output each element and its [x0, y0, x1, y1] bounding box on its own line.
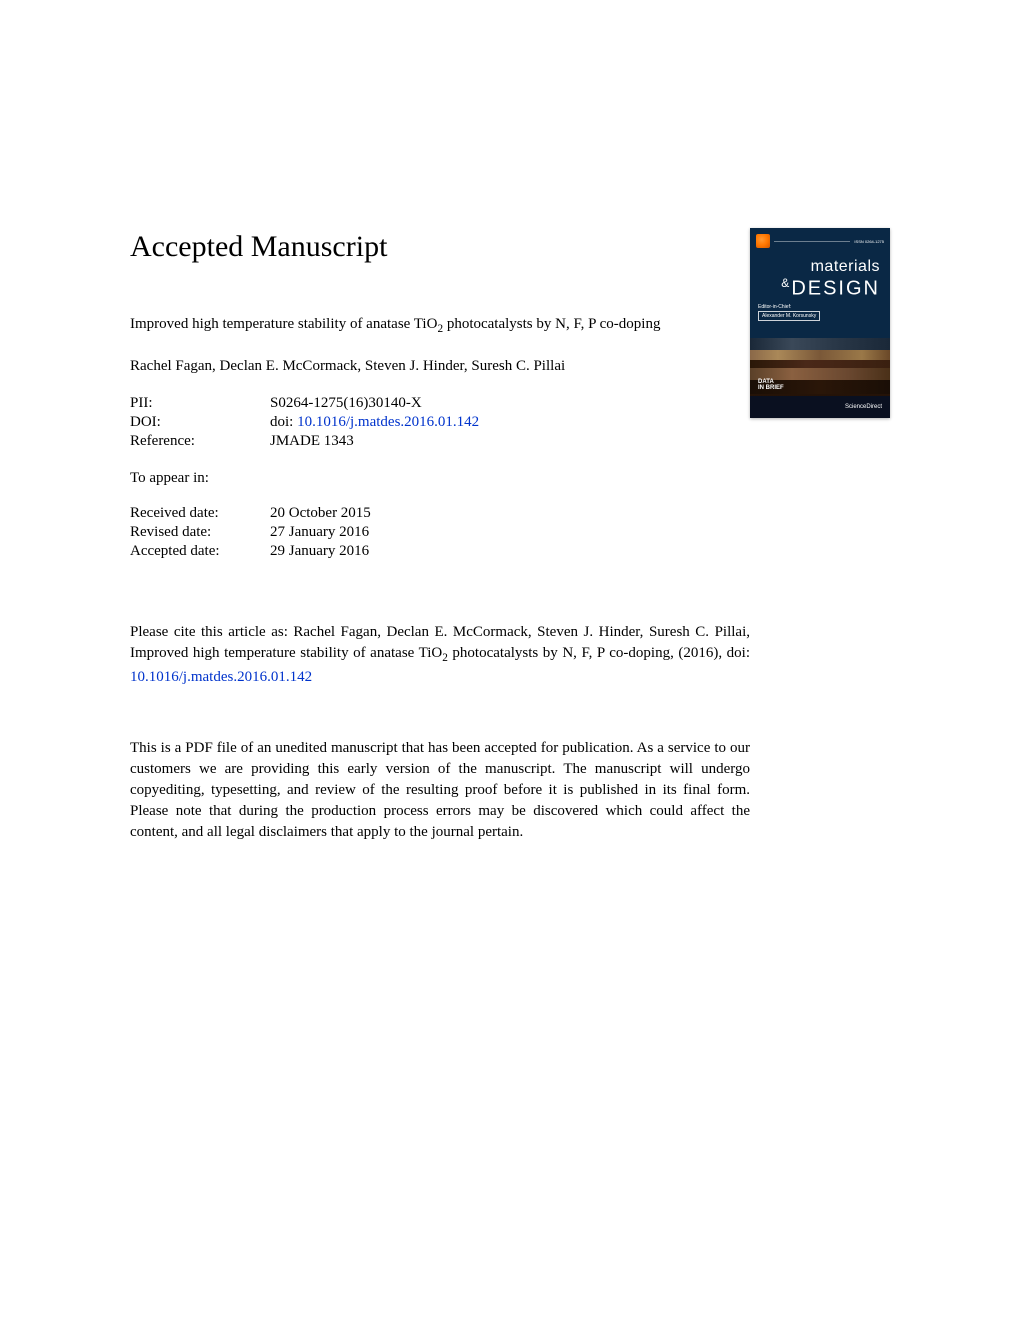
cover-sciencedirect: ScienceDirect: [845, 404, 882, 410]
received-value: 20 October 2015: [270, 505, 371, 524]
cover-top-bar: ISSN 0264-1275: [756, 234, 884, 248]
cover-title-design: DESIGN: [791, 278, 880, 300]
revised-value: 27 January 2016: [270, 524, 371, 543]
to-appear-in: To appear in:: [130, 470, 890, 487]
cover-stratum: [750, 338, 890, 350]
doi-label: DOI:: [130, 414, 270, 433]
citation-text: Please cite this article as: Rachel Faga…: [130, 622, 750, 688]
cover-bottom-bar: ScienceDirect: [750, 396, 890, 418]
disclaimer-text: This is a PDF file of an unedited manusc…: [130, 738, 750, 843]
cover-issn: ISSN 0264-1275: [854, 239, 884, 244]
cover-ampersand: &: [781, 276, 791, 290]
table-row: Accepted date: 29 January 2016: [130, 543, 371, 562]
cover-journal-title-2: &DESIGN: [781, 276, 880, 301]
article-title: Improved high temperature stability of a…: [130, 314, 670, 338]
identifier-table: PII: S0264-1275(16)30140-X DOI: doi: 10.…: [130, 395, 479, 452]
citation-mid: photocatalysts by N, F, P co-doping, (20…: [448, 645, 750, 661]
cover-data-in-brief: DATA IN BRIEF: [758, 379, 784, 392]
accepted-value: 29 January 2016: [270, 543, 371, 562]
title-post: photocatalysts by N, F, P co-doping: [443, 316, 660, 332]
cover-data-label: DATA: [758, 379, 784, 386]
pii-label: PII:: [130, 395, 270, 414]
received-label: Received date:: [130, 505, 270, 524]
reference-value: JMADE 1343: [270, 433, 479, 452]
doi-link[interactable]: 10.1016/j.matdes.2016.01.142: [297, 414, 479, 430]
cover-divider: [774, 241, 850, 242]
table-row: Revised date: 27 January 2016: [130, 524, 371, 543]
cover-journal-title-1: materials: [811, 258, 880, 276]
table-row: Reference: JMADE 1343: [130, 433, 479, 452]
elsevier-logo-icon: [756, 234, 770, 248]
cover-stratum: [750, 360, 890, 368]
table-row: Received date: 20 October 2015: [130, 505, 371, 524]
title-pre: Improved high temperature stability of a…: [130, 316, 437, 332]
reference-label: Reference:: [130, 433, 270, 452]
accepted-label: Accepted date:: [130, 543, 270, 562]
cover-editor-name: Alexander M. Korsunsky: [758, 311, 820, 322]
citation-doi-link[interactable]: 10.1016/j.matdes.2016.01.142: [130, 669, 312, 685]
table-row: PII: S0264-1275(16)30140-X: [130, 395, 479, 414]
cover-stratum: [750, 350, 890, 360]
doi-prefix: doi:: [270, 414, 297, 430]
revised-label: Revised date:: [130, 524, 270, 543]
table-row: DOI: doi: 10.1016/j.matdes.2016.01.142: [130, 414, 479, 433]
journal-cover: ISSN 0264-1275 materials &DESIGN Editor-…: [750, 228, 890, 418]
article-authors: Rachel Fagan, Declan E. McCormack, Steve…: [130, 356, 670, 377]
doi-value: doi: 10.1016/j.matdes.2016.01.142: [270, 414, 479, 433]
dates-table: Received date: 20 October 2015 Revised d…: [130, 505, 371, 562]
cover-data-sub: IN BRIEF: [758, 385, 784, 392]
pii-value: S0264-1275(16)30140-X: [270, 395, 479, 414]
cover-editor: Editor-in-Chief: Alexander M. Korsunsky: [758, 304, 820, 321]
